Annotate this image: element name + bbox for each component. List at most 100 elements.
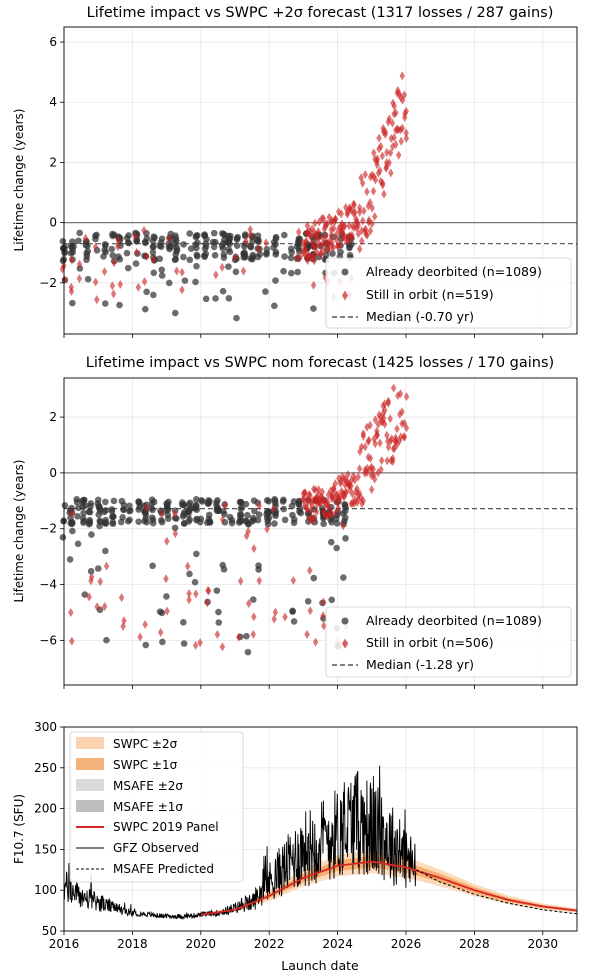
deorbited-point — [280, 231, 288, 239]
in-orbit-point — [296, 227, 302, 237]
in-orbit-point — [320, 611, 326, 621]
deorbited-point — [320, 520, 327, 528]
in-orbit-point — [109, 281, 116, 291]
in-orbit-point — [290, 576, 297, 586]
deorbited-point — [342, 514, 349, 521]
deorbited-point — [290, 618, 298, 625]
in-orbit-point — [320, 246, 326, 256]
in-orbit-point — [69, 636, 75, 646]
deorbited-point — [87, 567, 95, 575]
in-orbit-point — [398, 432, 404, 442]
deorbited-point — [310, 305, 317, 312]
deorbited-point — [80, 496, 88, 504]
in-orbit-point — [367, 226, 374, 236]
x-tick-label: 2018 — [117, 937, 148, 951]
panel3-legend-marker-swpc-2sigma — [76, 737, 104, 749]
deorbited-point — [68, 504, 75, 512]
in-orbit-point — [336, 492, 343, 502]
deorbited-point — [74, 513, 81, 520]
in-orbit-point — [296, 254, 303, 264]
deorbited-point — [158, 266, 166, 274]
in-orbit-point — [110, 289, 117, 299]
deorbited-point — [287, 269, 295, 277]
deorbited-point — [180, 241, 187, 248]
in-orbit-point — [150, 254, 157, 264]
deorbited-point — [233, 242, 241, 249]
panel1-y-axis-label: Lifetime change (years) — [12, 109, 26, 252]
deorbited-point — [263, 246, 271, 253]
deorbited-point — [59, 257, 67, 265]
in-orbit-point — [97, 577, 103, 587]
deorbited-point — [342, 535, 349, 542]
in-orbit-point — [385, 442, 392, 452]
deorbited-point — [181, 277, 189, 284]
panel3-legend-box — [69, 731, 244, 883]
deorbited-point — [194, 239, 201, 247]
panel2-y-ticks: −6 −4 −2 0 2 — [39, 410, 64, 647]
in-orbit-point — [345, 469, 351, 479]
panel2-y-axis-label: Lifetime change (years) — [12, 460, 26, 603]
in-orbit-point — [337, 240, 343, 250]
deorbited-point — [192, 278, 199, 286]
in-orbit-point — [307, 490, 313, 500]
in-orbit-point — [304, 221, 311, 231]
deorbited-point — [141, 517, 148, 525]
in-orbit-point — [115, 235, 121, 245]
deorbited-point — [191, 578, 199, 586]
y-tick-label: −2 — [39, 276, 57, 290]
in-orbit-point — [345, 236, 351, 246]
deorbited-point — [101, 241, 109, 248]
panel3-legend-swpc-1sigma: SWPC ±1σ — [113, 758, 178, 772]
in-orbit-point — [250, 629, 256, 639]
panel1-legend-marker-deorbited — [341, 268, 349, 276]
in-orbit-point — [367, 420, 373, 430]
deorbited-point — [226, 248, 234, 256]
in-orbit-point — [185, 561, 191, 571]
in-orbit-point — [103, 561, 110, 571]
in-orbit-point — [360, 216, 366, 226]
in-orbit-point — [356, 207, 363, 217]
in-orbit-point — [332, 479, 338, 489]
deorbited-point — [180, 253, 187, 261]
deorbited-point — [225, 295, 233, 302]
in-orbit-point — [387, 414, 393, 424]
in-orbit-point — [118, 593, 125, 603]
deorbited-point — [109, 252, 116, 259]
y-tick-label: 150 — [34, 842, 57, 856]
in-orbit-point — [213, 270, 219, 280]
deorbited-point — [281, 516, 289, 524]
in-orbit-point — [371, 474, 378, 484]
in-orbit-point — [307, 606, 313, 616]
in-orbit-point — [366, 435, 372, 445]
deorbited-point — [211, 238, 219, 246]
x-tick-label: 2020 — [186, 937, 217, 951]
panel2-x-ticks — [63, 685, 544, 689]
x-tick-label: 2024 — [322, 937, 353, 951]
deorbited-point — [123, 249, 131, 257]
deorbited-point — [233, 236, 241, 243]
deorbited-point — [193, 550, 200, 558]
in-orbit-point — [310, 280, 317, 290]
in-orbit-point — [172, 509, 178, 519]
deorbited-point — [271, 520, 278, 527]
deorbited-point — [172, 234, 180, 242]
deorbited-point — [210, 229, 218, 237]
deorbited-point — [251, 507, 258, 515]
in-orbit-point — [382, 419, 388, 429]
deorbited-point — [80, 509, 87, 517]
deorbited-point — [341, 507, 349, 515]
x-tick-label: 2016 — [49, 937, 80, 951]
in-orbit-point — [271, 614, 277, 624]
in-orbit-point — [360, 496, 366, 506]
deorbited-point — [157, 239, 165, 246]
deorbited-point — [329, 250, 336, 257]
in-orbit-point — [193, 589, 199, 599]
deorbited-point — [150, 269, 158, 277]
deorbited-point — [158, 516, 165, 524]
deorbited-point — [198, 497, 205, 504]
deorbited-point — [59, 534, 67, 541]
x-tick-label: 2022 — [254, 937, 285, 951]
deorbited-point — [219, 561, 227, 569]
deorbited-point — [171, 240, 179, 248]
